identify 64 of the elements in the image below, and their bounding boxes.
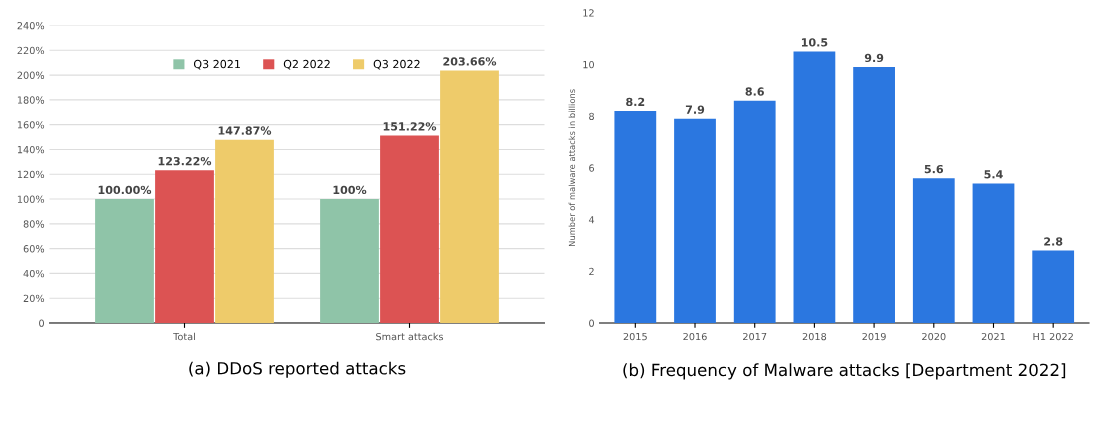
data-label: 123.22% bbox=[158, 156, 212, 166]
y-tick-label: 10 bbox=[583, 60, 594, 69]
bar bbox=[972, 183, 1015, 323]
bar bbox=[614, 111, 657, 323]
bar bbox=[320, 199, 379, 323]
y-tick-label: 20% bbox=[23, 294, 45, 303]
x-tick-label: 2018 bbox=[802, 332, 827, 341]
data-label: 2.8 bbox=[1044, 237, 1063, 246]
y-tick-label: 200% bbox=[17, 71, 45, 79]
data-label: 8.2 bbox=[626, 97, 645, 107]
bar bbox=[733, 100, 776, 323]
y-tick-label: 2 bbox=[589, 267, 594, 275]
data-label: 7.9 bbox=[685, 105, 705, 114]
x-tick-label: Smart attacks bbox=[376, 332, 444, 341]
y-tick-label: 120% bbox=[17, 170, 45, 179]
bar bbox=[1032, 250, 1075, 323]
y-tick-label: 0 bbox=[589, 319, 594, 327]
bar bbox=[95, 199, 154, 323]
legend-label: Q3 2022 bbox=[373, 59, 420, 70]
bar bbox=[793, 51, 836, 323]
bar bbox=[380, 135, 439, 323]
x-tick-label: 2020 bbox=[922, 332, 946, 341]
y-tick-label: 220% bbox=[17, 46, 45, 55]
data-label: 9.9 bbox=[864, 53, 884, 63]
y-tick-label: 240% bbox=[17, 21, 45, 30]
bar bbox=[674, 118, 716, 323]
data-label: 100% bbox=[333, 185, 367, 195]
legend-label: Q3 2021 bbox=[193, 59, 240, 70]
legend-label: Q2 2022 bbox=[283, 59, 330, 70]
data-label: 147.87% bbox=[218, 126, 272, 135]
y-tick-label: 40% bbox=[23, 269, 45, 278]
y-tick-label: 12 bbox=[583, 9, 594, 17]
data-label: 100.00% bbox=[98, 185, 152, 195]
y-axis-title: Number of malware attacks in billions bbox=[568, 89, 576, 247]
x-tick-label: Total bbox=[173, 332, 195, 341]
data-label: 151.22% bbox=[383, 122, 437, 131]
y-tick-label: 8 bbox=[589, 112, 594, 120]
bar bbox=[440, 70, 499, 323]
x-tick-label: 2017 bbox=[743, 332, 767, 341]
bar bbox=[853, 67, 895, 323]
data-label: 5.6 bbox=[924, 164, 944, 174]
text: (b) Frequency of Malware attacks [Department 2022] bbox=[623, 363, 1066, 380]
bar bbox=[155, 170, 214, 323]
bar bbox=[912, 178, 955, 323]
x-tick-label: 2015 bbox=[623, 332, 647, 341]
y-tick-label: 4 bbox=[588, 216, 595, 224]
x-tick-label: H1 2022 bbox=[1033, 332, 1073, 341]
x-tick-label: 2021 bbox=[981, 332, 1005, 341]
data-label: 5.4 bbox=[984, 170, 1003, 179]
y-tick-label: 0 bbox=[39, 319, 44, 327]
y-tick-label: 100% bbox=[17, 195, 45, 203]
y-tick-label: 60% bbox=[23, 245, 45, 253]
x-tick-label: 2016 bbox=[683, 332, 707, 341]
data-label: 10.5 bbox=[801, 38, 828, 47]
y-tick-label: 140% bbox=[17, 145, 45, 154]
data-label: 203.66% bbox=[443, 57, 497, 66]
y-tick-label: 6 bbox=[589, 164, 595, 172]
y-tick-label: 160% bbox=[17, 121, 45, 129]
x-tick-label: 2019 bbox=[862, 332, 886, 341]
y-tick-label: 80% bbox=[23, 220, 45, 228]
text: (a) DDoS reported attacks bbox=[189, 361, 406, 378]
bar bbox=[215, 139, 274, 323]
y-tick-label: 180% bbox=[17, 96, 45, 104]
data-label: 8.6 bbox=[745, 87, 764, 96]
